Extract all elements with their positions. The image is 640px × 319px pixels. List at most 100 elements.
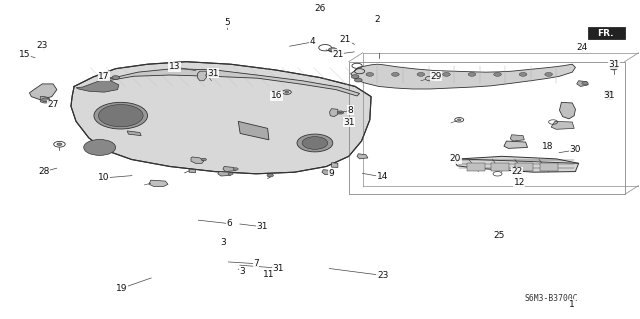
Circle shape bbox=[42, 98, 49, 102]
Circle shape bbox=[297, 134, 333, 152]
Text: 19: 19 bbox=[116, 284, 128, 293]
Text: S6M3-B3700C: S6M3-B3700C bbox=[524, 294, 578, 303]
Text: 17: 17 bbox=[99, 72, 110, 81]
Text: 4: 4 bbox=[310, 38, 315, 47]
Text: 16: 16 bbox=[271, 92, 282, 100]
Polygon shape bbox=[127, 131, 141, 136]
Text: 20: 20 bbox=[450, 154, 461, 163]
Text: 31: 31 bbox=[603, 91, 614, 100]
Text: 11: 11 bbox=[263, 270, 275, 279]
Text: 6: 6 bbox=[227, 219, 232, 228]
Polygon shape bbox=[615, 29, 625, 38]
Circle shape bbox=[285, 91, 289, 93]
Circle shape bbox=[94, 102, 148, 129]
Circle shape bbox=[57, 143, 62, 145]
Text: 15: 15 bbox=[19, 50, 31, 59]
Text: 9: 9 bbox=[328, 169, 334, 178]
Circle shape bbox=[201, 158, 206, 161]
Text: 18: 18 bbox=[541, 142, 553, 151]
Circle shape bbox=[337, 111, 344, 114]
Polygon shape bbox=[456, 156, 579, 172]
Circle shape bbox=[493, 72, 501, 76]
Text: 31: 31 bbox=[343, 117, 355, 127]
Text: 25: 25 bbox=[493, 231, 504, 240]
Circle shape bbox=[443, 72, 451, 76]
Bar bbox=[349, 62, 625, 195]
Text: 14: 14 bbox=[377, 173, 388, 182]
Circle shape bbox=[545, 72, 552, 76]
Text: 24: 24 bbox=[576, 43, 588, 52]
Polygon shape bbox=[577, 81, 588, 86]
Circle shape bbox=[519, 72, 527, 76]
Polygon shape bbox=[322, 170, 334, 175]
Polygon shape bbox=[197, 71, 206, 81]
Circle shape bbox=[392, 72, 399, 76]
Bar bbox=[467, 163, 484, 171]
Circle shape bbox=[228, 173, 233, 175]
Text: 3: 3 bbox=[239, 267, 245, 276]
Polygon shape bbox=[71, 62, 371, 174]
Text: 5: 5 bbox=[225, 19, 230, 27]
Circle shape bbox=[582, 82, 588, 85]
Text: 31: 31 bbox=[257, 222, 268, 231]
Text: 22: 22 bbox=[511, 167, 522, 176]
Polygon shape bbox=[29, 84, 57, 100]
Circle shape bbox=[205, 74, 212, 77]
Bar bbox=[540, 163, 557, 171]
Polygon shape bbox=[332, 163, 338, 167]
Polygon shape bbox=[238, 122, 269, 140]
Circle shape bbox=[458, 119, 461, 121]
Polygon shape bbox=[551, 122, 574, 129]
Text: 1: 1 bbox=[570, 300, 575, 308]
Polygon shape bbox=[218, 172, 230, 176]
Polygon shape bbox=[191, 157, 204, 163]
Circle shape bbox=[267, 174, 273, 177]
Polygon shape bbox=[357, 154, 368, 159]
Bar bbox=[491, 163, 509, 171]
Text: 21: 21 bbox=[340, 35, 351, 44]
Polygon shape bbox=[108, 69, 360, 96]
Text: 7: 7 bbox=[253, 259, 259, 268]
Text: 23: 23 bbox=[36, 41, 48, 50]
Text: FR.: FR. bbox=[598, 29, 614, 38]
Polygon shape bbox=[76, 81, 119, 92]
Text: 21: 21 bbox=[332, 49, 344, 59]
Text: 23: 23 bbox=[377, 271, 388, 280]
Text: 31: 31 bbox=[273, 263, 284, 273]
Text: 10: 10 bbox=[99, 174, 110, 182]
Circle shape bbox=[355, 78, 362, 82]
Text: 26: 26 bbox=[314, 4, 326, 13]
Polygon shape bbox=[223, 167, 236, 172]
Polygon shape bbox=[351, 64, 575, 89]
Circle shape bbox=[604, 91, 613, 95]
Text: 31: 31 bbox=[207, 69, 218, 78]
Circle shape bbox=[366, 72, 374, 76]
Polygon shape bbox=[40, 97, 51, 103]
Text: 2: 2 bbox=[374, 15, 380, 24]
Text: 3: 3 bbox=[220, 238, 226, 247]
Text: 28: 28 bbox=[38, 167, 50, 176]
Circle shape bbox=[302, 137, 328, 149]
Text: 29: 29 bbox=[431, 72, 442, 81]
Circle shape bbox=[99, 105, 143, 127]
Polygon shape bbox=[510, 135, 524, 141]
Polygon shape bbox=[559, 102, 575, 119]
Text: 13: 13 bbox=[169, 62, 180, 71]
Text: 12: 12 bbox=[513, 178, 525, 187]
Circle shape bbox=[351, 75, 359, 78]
Circle shape bbox=[233, 168, 238, 170]
Circle shape bbox=[112, 76, 120, 79]
Circle shape bbox=[328, 48, 337, 52]
Polygon shape bbox=[189, 169, 195, 173]
Circle shape bbox=[417, 72, 425, 76]
Circle shape bbox=[84, 139, 116, 155]
FancyBboxPatch shape bbox=[588, 27, 625, 40]
Circle shape bbox=[468, 72, 476, 76]
Bar bbox=[515, 163, 533, 171]
Text: 30: 30 bbox=[570, 145, 581, 154]
Text: 31: 31 bbox=[608, 60, 620, 69]
Polygon shape bbox=[330, 109, 338, 117]
Polygon shape bbox=[504, 141, 527, 148]
Text: 8: 8 bbox=[348, 106, 353, 115]
Circle shape bbox=[610, 66, 618, 70]
